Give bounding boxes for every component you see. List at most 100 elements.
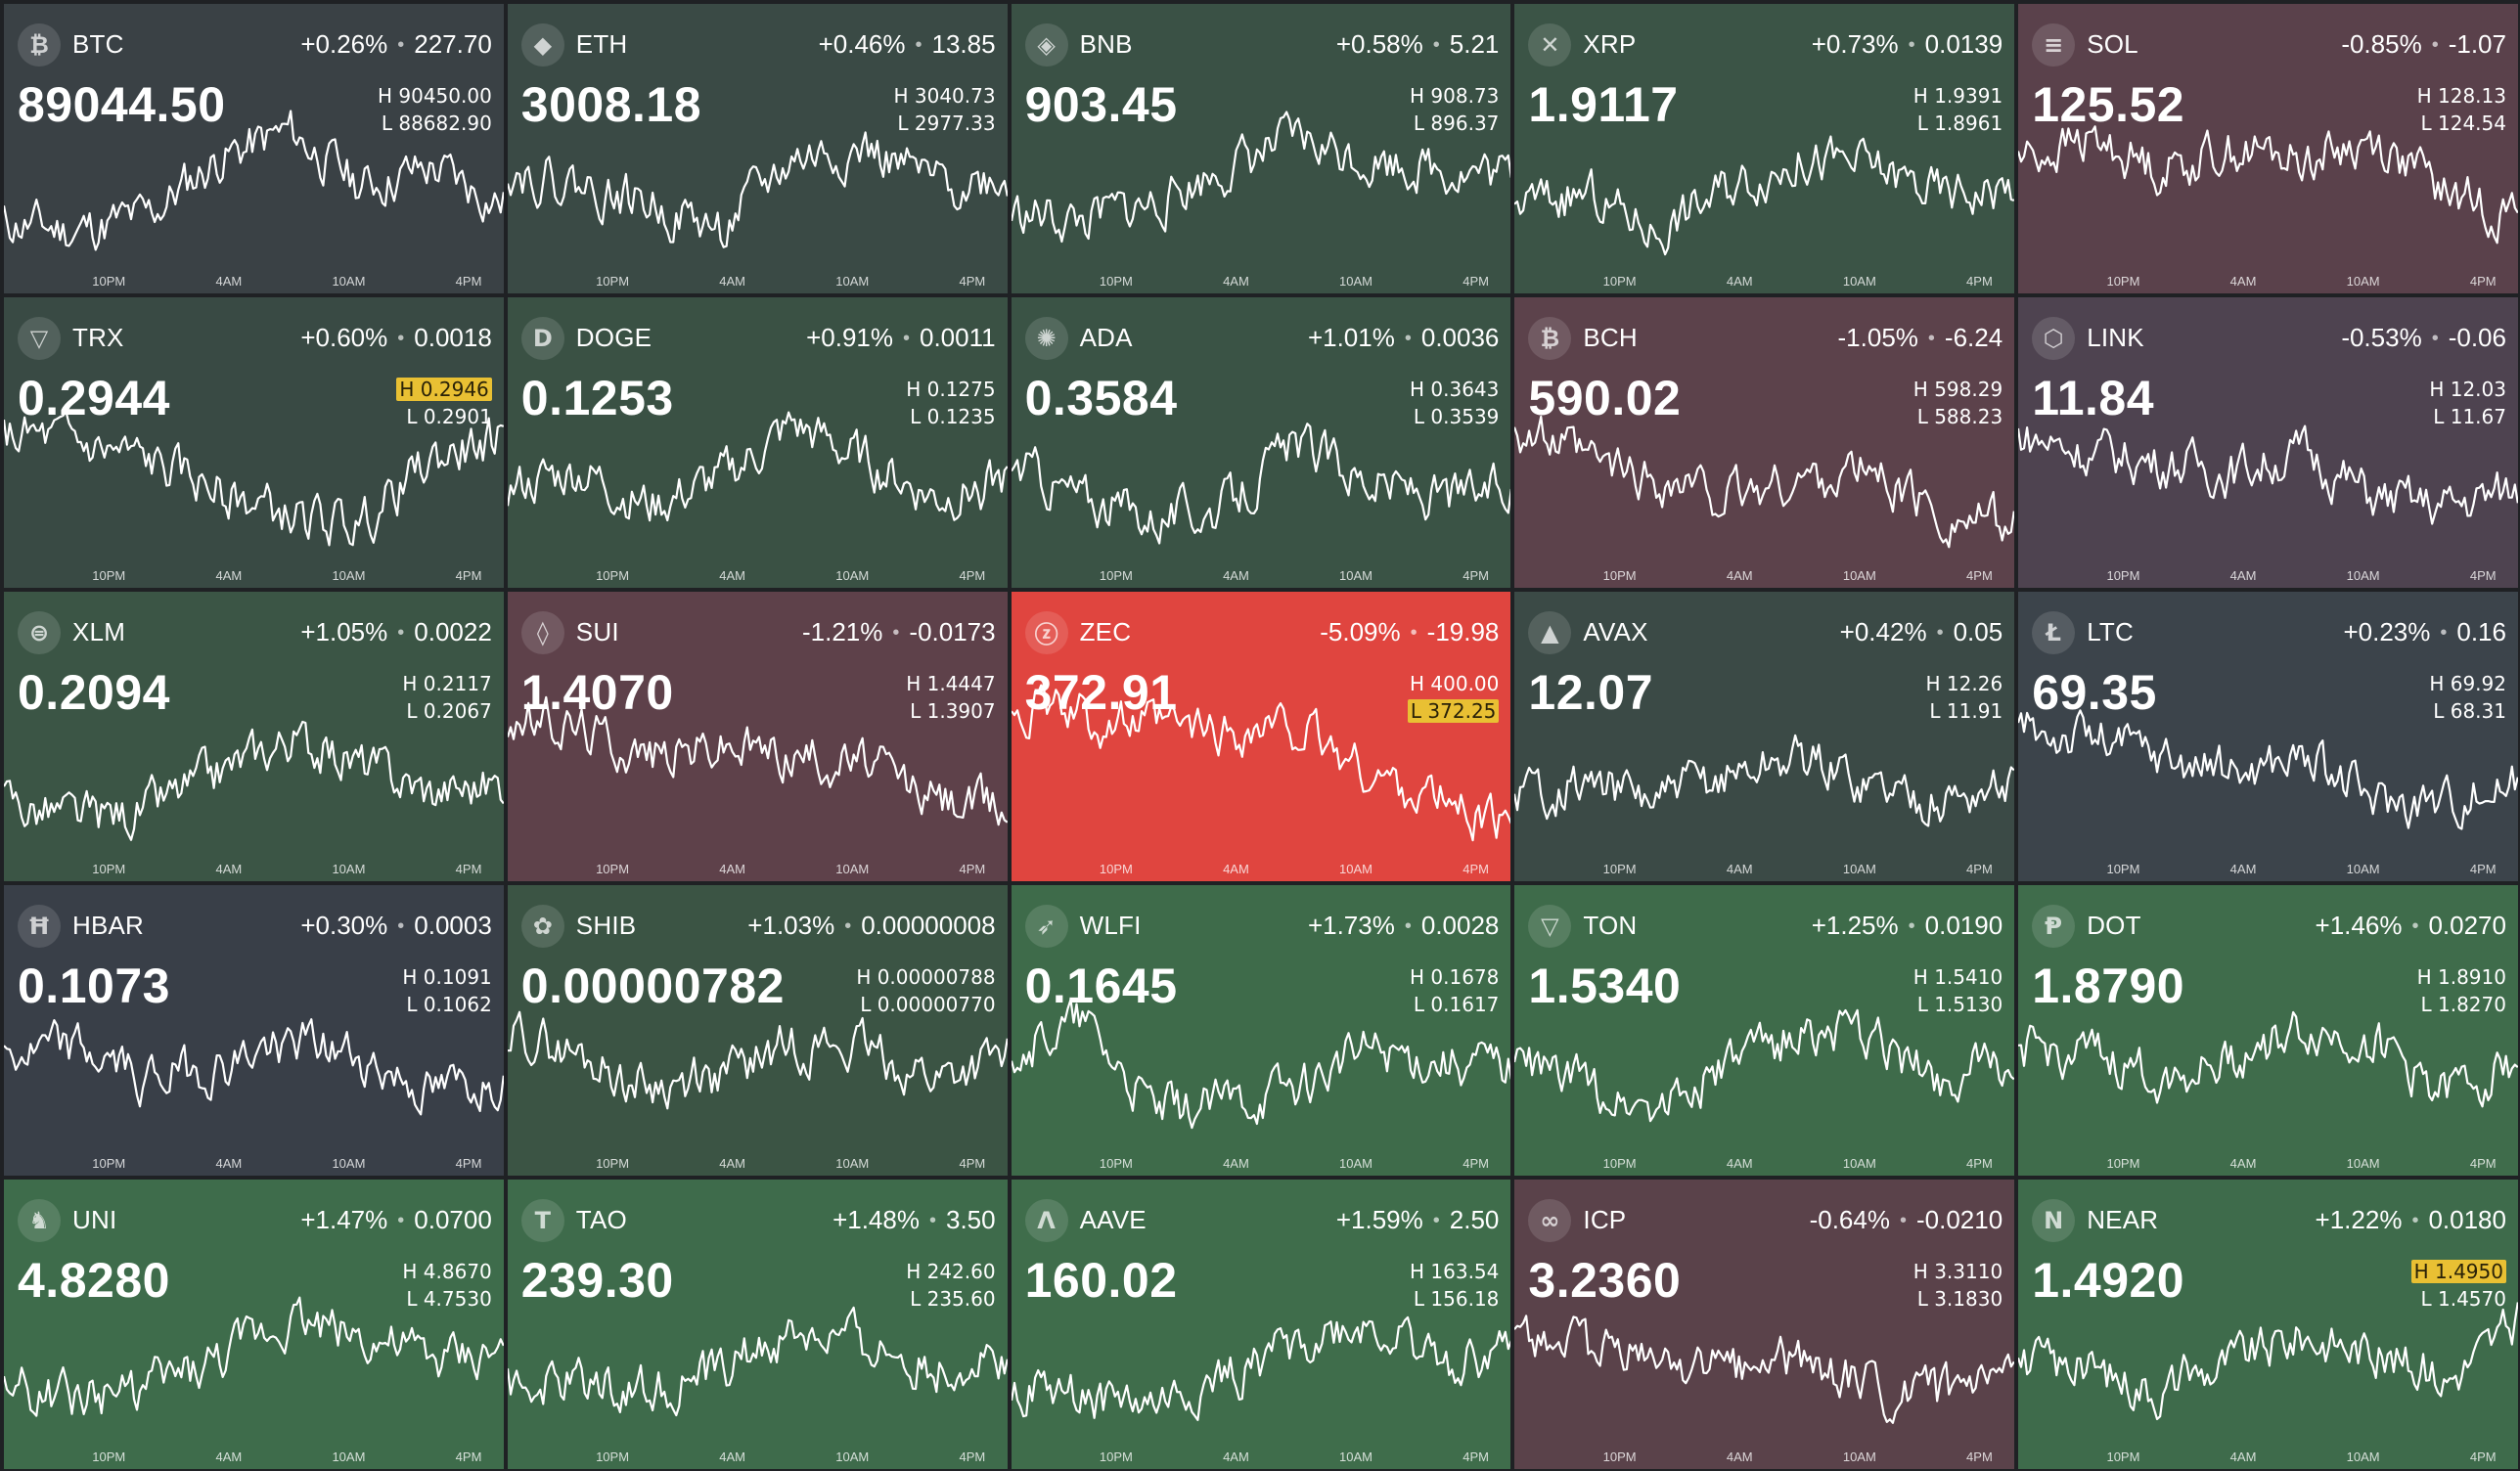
ticker-tile-uni[interactable]: ♞ UNI +1.47% • 0.0700 4.8280 H 4.8670 L 4.7530 1…: [4, 1179, 504, 1469]
time-tick-label: 10AM: [332, 274, 366, 290]
high-low: H 908.73 L 896.37: [1410, 82, 1499, 137]
price-change: +0.73% • 0.0139: [1812, 29, 2002, 60]
ticker-tile-zec[interactable]: ⓩ ZEC -5.09% • -19.98 372.91 H 400.00 L 372.25 1…: [1011, 591, 1511, 882]
ticker-tile-sol[interactable]: ≡ SOL -0.85% • -1.07 125.52 H 128.13 L 124.54 10…: [2018, 4, 2518, 294]
price-change: +1.47% • 0.0700: [300, 1205, 491, 1235]
price-change: +1.03% • 0.00000008: [747, 911, 995, 941]
sparkline-path: [507, 1306, 1008, 1417]
ticker-tile-aave[interactable]: Λ AAVE +1.59% • 2.50 160.02 H 163.54 L 156.18 10…: [1011, 1179, 1511, 1469]
day-high: H 1.5410: [1912, 965, 2003, 990]
ticker-tile-hbar[interactable]: Ħ HBAR +0.30% • 0.0003 0.1073 H 0.1091 L 0.1062…: [4, 885, 504, 1176]
ticker-tile-sui[interactable]: ◊ SUI -1.21% • -0.0173 1.4070 H 1.4447 L 1.3907…: [507, 591, 1008, 882]
ticker-symbol: TAO: [575, 1204, 627, 1234]
time-tick-label: 4AM: [2229, 567, 2257, 583]
ticker-tile-eth[interactable]: ◆ ETH +0.46% • 13.85 3008.18 H 3040.73 L 2977.3…: [507, 4, 1008, 294]
polkadot-icon: Ᵽ: [2032, 905, 2076, 949]
time-tick-label: 10AM: [1339, 274, 1373, 290]
ticker-tile-trx[interactable]: ▽ TRX +0.60% • 0.0018 0.2944 H 0.2946 L 0.2901 1…: [4, 297, 504, 588]
day-high: H 3040.73: [893, 84, 996, 108]
ticker-tile-near[interactable]: Ν NEAR +1.22% • 0.0180 1.4920 H 1.4950 L 1.4570…: [2018, 1179, 2518, 1469]
day-low: L 1.3907: [910, 698, 996, 723]
ticker-symbol: ICP: [1583, 1204, 1627, 1234]
change-absolute: 0.0190: [1924, 911, 2003, 941]
ticker-tile-btc[interactable]: ₿ BTC +0.26% • 227.70 89044.50 H 90450.00 L 886…: [4, 4, 504, 294]
separator-dot: •: [1432, 34, 1440, 56]
time-tick-label: 4AM: [215, 274, 243, 290]
separator-dot: •: [1936, 621, 1944, 644]
time-tick-label: 4PM: [2469, 274, 2497, 290]
day-low: L 1.5130: [1916, 993, 2003, 1017]
sparkline-path: [4, 410, 504, 547]
time-tick-label: 4PM: [1462, 567, 1489, 583]
ticker-tile-ada[interactable]: ✺ ADA +1.01% • 0.0036 0.3584 H 0.3643 L 0.3539 1…: [1011, 297, 1511, 588]
time-axis: 10PM 4AM 10AM 4PM: [508, 862, 1008, 877]
last-price: 1.9117: [1528, 77, 1679, 132]
high-low: H 1.4447 L 1.3907: [906, 670, 995, 725]
ticker-tile-dot[interactable]: Ᵽ DOT +1.46% • 0.0270 1.8790 H 1.8910 L 1.8270 1…: [2018, 885, 2518, 1176]
separator-dot: •: [1404, 328, 1412, 350]
time-tick-label: 4PM: [2469, 1155, 2497, 1171]
time-axis: 10PM 4AM 10AM 4PM: [1012, 274, 1511, 290]
ticker-tile-xrp[interactable]: ✕ XRP +0.73% • 0.0139 1.9117 H 1.9391 L 1.8961 1…: [1514, 4, 2015, 294]
change-percent: -0.53%: [2341, 323, 2422, 353]
price-change: +0.46% • 13.85: [819, 29, 996, 60]
ticker-tile-wlfi[interactable]: ➶ WLFI +1.73% • 0.0028 0.1645 H 0.1678 L 0.1617…: [1011, 885, 1511, 1176]
ticker-tile-avax[interactable]: ▲ AVAX +0.42% • 0.05 12.07 H 12.26 L 11.91 10PM 4…: [1514, 591, 2015, 882]
change-absolute: 0.0028: [1420, 911, 1500, 941]
time-tick-label: 4PM: [2469, 862, 2497, 877]
time-tick-label: 10AM: [835, 274, 870, 290]
ticker-grid: ₿ BTC +0.26% • 227.70 89044.50 H 90450.00 L 886…: [4, 4, 2518, 1469]
separator-dot: •: [2411, 915, 2419, 938]
day-high: H 0.1275: [906, 378, 996, 402]
high-low: H 69.92 L 68.31: [2429, 670, 2506, 725]
sparkline-chart: [2018, 1010, 2518, 1107]
time-tick-label: 10PM: [1602, 1449, 1637, 1464]
ticker-tile-ton[interactable]: ▽ TON +1.25% • 0.0190 1.5340 H 1.5410 L 1.5130 1…: [1514, 885, 2015, 1176]
aave-icon: Λ: [1024, 1198, 1068, 1242]
last-price: 125.52: [2032, 77, 2185, 132]
time-tick-label: 10PM: [1602, 567, 1637, 583]
day-low: L 896.37: [1413, 111, 1500, 135]
high-low: H 598.29 L 588.23: [1913, 376, 2002, 430]
change-percent: +1.05%: [300, 616, 388, 646]
time-tick-label: 4AM: [719, 862, 746, 877]
sparkline-path: [1011, 998, 1511, 1129]
ticker-symbol: SUI: [575, 616, 619, 646]
time-axis: 10PM 4AM 10AM 4PM: [4, 1449, 504, 1465]
day-low: L 0.1235: [910, 405, 996, 429]
change-percent: +1.47%: [300, 1204, 388, 1234]
last-price: 12.07: [1528, 664, 1654, 720]
last-price: 11.84: [2032, 371, 2155, 426]
time-tick-label: 10PM: [1602, 862, 1637, 877]
separator-dot: •: [397, 621, 405, 644]
day-low: L 156.18: [1413, 1286, 1500, 1311]
day-low: L 68.31: [2433, 698, 2506, 723]
ticker-tile-tao[interactable]: T TAO +1.48% • 3.50 239.30 H 242.60 L 235.60 10P…: [507, 1179, 1008, 1469]
ticker-tile-bnb[interactable]: ◈ BNB +0.58% • 5.21 903.45 H 908.73 L 896.37 10P…: [1011, 4, 1511, 294]
separator-dot: •: [1432, 1209, 1440, 1231]
sparkline-path: [507, 695, 1008, 826]
cardano-icon: ✺: [1024, 317, 1068, 361]
day-high: H 0.2946: [396, 378, 492, 402]
ticker-tile-icp[interactable]: ∞ ICP -0.64% • -0.0210 3.2360 H 3.3110 L 3.1830…: [1514, 1179, 2015, 1469]
time-tick-label: 4AM: [2229, 1449, 2257, 1464]
day-high: H 1.4447: [906, 671, 996, 695]
price-change: +0.23% • 0.16: [2343, 617, 2506, 647]
ticker-tile-ltc[interactable]: Ł LTC +0.23% • 0.16 69.35 H 69.92 L 68.31 10PM 4A…: [2018, 591, 2518, 882]
ticker-tile-shib[interactable]: ✿ SHIB +1.03% • 0.00000008 0.00000782 H 0.0000…: [507, 885, 1008, 1176]
time-axis: 10PM 4AM 10AM 4PM: [4, 274, 504, 290]
ticker-symbol: AAVE: [1079, 1204, 1147, 1234]
ticker-tile-doge[interactable]: D DOGE +0.91% • 0.0011 0.1253 H 0.1275 L 0.1235…: [507, 297, 1008, 588]
day-low: L 588.23: [1916, 405, 2003, 429]
day-low: L 0.1062: [406, 993, 492, 1017]
last-price: 0.2094: [18, 664, 170, 720]
ticker-tile-bch[interactable]: ₿ BCH -1.05% • -6.24 590.02 H 598.29 L 588.23 10…: [1514, 297, 2015, 588]
time-tick-label: 10AM: [2346, 274, 2380, 290]
time-tick-label: 4PM: [959, 862, 986, 877]
day-low: L 124.54: [2420, 111, 2506, 135]
time-axis: 10PM 4AM 10AM 4PM: [1012, 1449, 1511, 1465]
ticker-tile-xlm[interactable]: ⊜ XLM +1.05% • 0.0022 0.2094 H 0.2117 L 0.2067 1…: [4, 591, 504, 882]
change-absolute: 0.0700: [414, 1204, 492, 1234]
ticker-tile-link[interactable]: ⬡ LINK -0.53% • -0.06 11.84 H 12.03 L 11.67 10PM…: [2018, 297, 2518, 588]
time-tick-label: 4PM: [2469, 1449, 2497, 1464]
